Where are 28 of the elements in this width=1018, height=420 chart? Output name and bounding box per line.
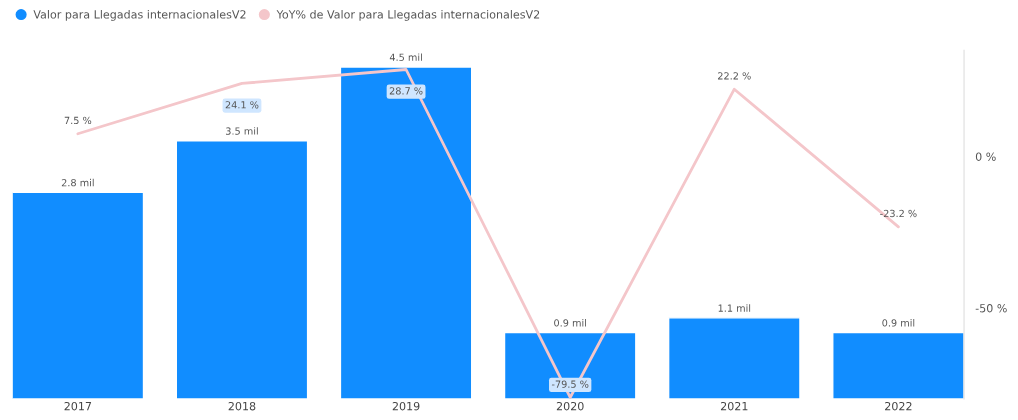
data-label: 0.9 mil bbox=[554, 319, 586, 327]
data-label: 2.8 mil bbox=[61, 178, 94, 187]
data-label: 0.9 mil bbox=[882, 319, 915, 327]
data-label: -23.2 % bbox=[880, 209, 917, 218]
data-label: 1.1 mil bbox=[718, 304, 751, 312]
x-tick-label: 2017 bbox=[64, 401, 92, 411]
bar bbox=[12, 191, 145, 399]
data-label: 4.5 mil bbox=[389, 53, 422, 61]
x-tick-label: 2018 bbox=[228, 401, 256, 411]
data-label: 22.2 % bbox=[718, 72, 751, 80]
data-label: 24.1 % bbox=[225, 101, 259, 109]
bar bbox=[667, 317, 801, 399]
legend-label: YoY% de Valor para Llegadas internacionalesV2 bbox=[276, 10, 540, 21]
x-tick-label: 2021 bbox=[720, 401, 748, 411]
bar bbox=[503, 331, 637, 399]
bar bbox=[175, 140, 309, 399]
y2-tick-label: -50 % bbox=[975, 304, 1007, 313]
y2-tick-label: 0 % bbox=[975, 152, 996, 161]
data-label: 3.5 mil bbox=[226, 127, 258, 135]
bar bbox=[832, 331, 965, 399]
bar bbox=[339, 66, 473, 399]
x-tick-label: 2020 bbox=[556, 401, 584, 411]
data-label: 28.7 % bbox=[389, 87, 423, 95]
legend-label: Valor para Llegadas internacionalesV2 bbox=[33, 10, 246, 21]
data-label: 7.5 % bbox=[64, 116, 92, 125]
x-tick-label: 2019 bbox=[392, 401, 420, 411]
x-tick-label: 2022 bbox=[885, 401, 912, 411]
data-label: -79.5 % bbox=[551, 380, 589, 388]
